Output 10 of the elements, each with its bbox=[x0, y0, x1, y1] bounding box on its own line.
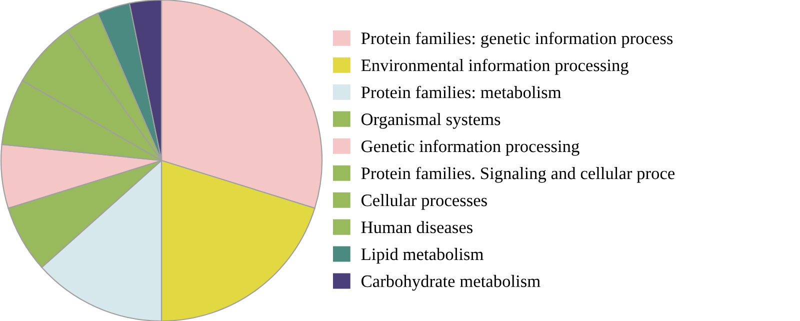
legend-label: Organismal systems bbox=[361, 112, 500, 129]
legend-label: Protein families: genetic information process bbox=[361, 32, 673, 48]
legend-label: Environmental information processing bbox=[361, 58, 629, 75]
legend-label: Genetic information processing bbox=[361, 140, 580, 156]
legend-label: Cellular processes bbox=[361, 194, 487, 210]
legend-label: Lipid metabolism bbox=[361, 248, 484, 264]
legend-label: Protein families. Signaling and cellular proce bbox=[361, 166, 675, 183]
legend-label: Human diseases bbox=[361, 220, 472, 234]
legend-label: Protein families: metabolism bbox=[361, 86, 562, 98]
legend-label: Carbohydrate metabolism bbox=[361, 274, 540, 291]
